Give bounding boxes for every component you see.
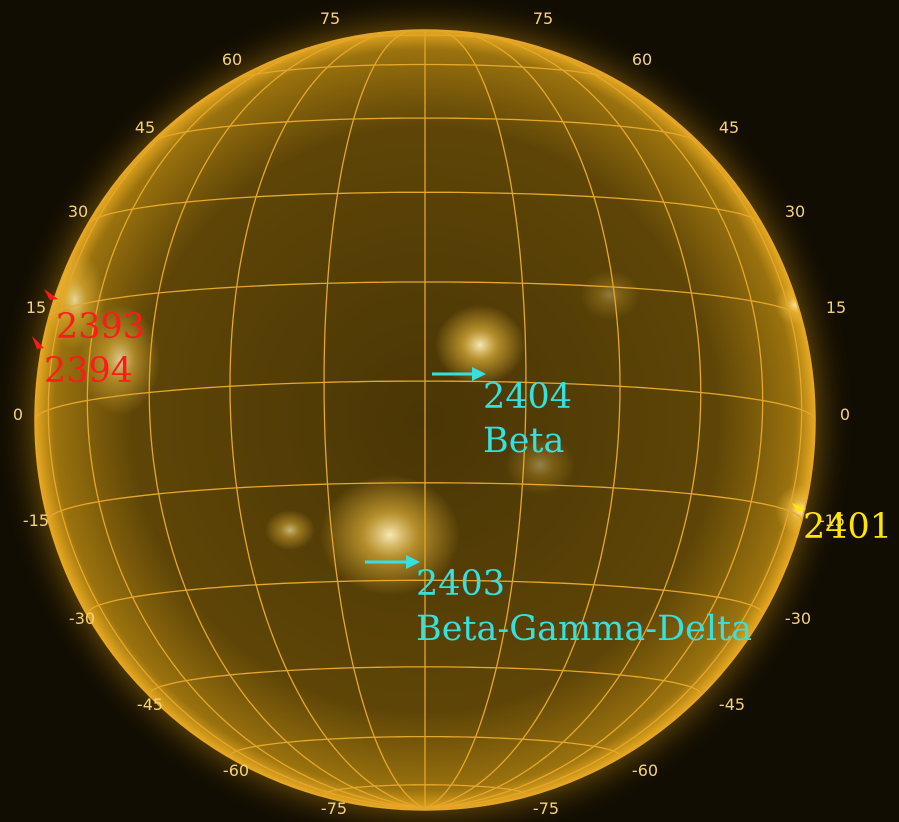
longitude-line (229, 30, 426, 809)
lat-label-left-minus45: -45 (137, 695, 163, 714)
lat-label-right-minus45: -45 (719, 695, 745, 714)
longitude-line (323, 30, 426, 809)
lat-label-right-60: 60 (632, 50, 652, 69)
latitude-labels-left: 75 60 45 30 15 0 -15 -30 -45 -60 -75 (13, 9, 347, 818)
lat-label-right-45: 45 (719, 118, 739, 137)
region-2403-arrow-icon (406, 555, 420, 569)
longitude-line (424, 55, 803, 809)
region-2393-number: 2393 (56, 307, 145, 347)
lat-label-left-75: 75 (320, 9, 340, 28)
region-2393: 2393 (44, 289, 145, 347)
region-2404-arrow-icon (472, 367, 486, 381)
lat-label-right-minus30: -30 (785, 609, 811, 628)
lat-label-left-45: 45 (135, 118, 155, 137)
longitude-line (424, 30, 527, 809)
longitude-line (148, 31, 426, 809)
lat-label-right-minus75: -75 (533, 799, 559, 818)
longitude-line (47, 55, 426, 809)
limb-outline (34, 29, 816, 811)
lat-label-left-0: 0 (13, 405, 23, 424)
lat-label-left-30: 30 (68, 202, 88, 221)
region-2404: 2404 Beta (432, 367, 572, 461)
region-2404-class: Beta (483, 421, 564, 461)
region-2403-class: Beta-Gamma-Delta (416, 609, 752, 649)
lat-label-left-minus30: -30 (69, 609, 95, 628)
lat-label-left-minus15: -15 (23, 511, 49, 530)
lat-label-left-minus60: -60 (223, 761, 249, 780)
lat-label-right-15: 15 (826, 298, 846, 317)
region-2404-number: 2404 (483, 377, 572, 417)
lat-label-right-0: 0 (840, 405, 850, 424)
region-2401-marker-icon (792, 503, 806, 512)
region-2394-number: 2394 (44, 351, 133, 391)
lat-label-right-75: 75 (533, 9, 553, 28)
region-2403: 2403 Beta-Gamma-Delta (365, 555, 752, 649)
region-2394: 2394 (32, 336, 133, 391)
lat-label-left-60: 60 (222, 50, 242, 69)
region-2393-marker-icon (44, 289, 58, 300)
longitude-line (424, 30, 621, 809)
longitude-line (86, 35, 426, 809)
longitude-line (424, 35, 764, 809)
region-2394-marker-icon (32, 336, 44, 349)
latitude-labels-right: 75 60 45 30 15 0 -15 -30 -45 -60 -75 (533, 9, 850, 818)
lat-label-left-15: 15 (26, 298, 46, 317)
heliographic-grid (35, 30, 815, 809)
lat-label-right-30: 30 (785, 202, 805, 221)
lat-label-right-minus60: -60 (632, 761, 658, 780)
lat-label-left-minus75: -75 (321, 799, 347, 818)
longitude-line (424, 31, 702, 809)
lat-label-right-minus15: -15 (819, 511, 845, 530)
region-2401-number: 2401 (803, 507, 892, 547)
region-2403-number: 2403 (416, 564, 505, 604)
region-2401: 2401 (792, 503, 892, 547)
